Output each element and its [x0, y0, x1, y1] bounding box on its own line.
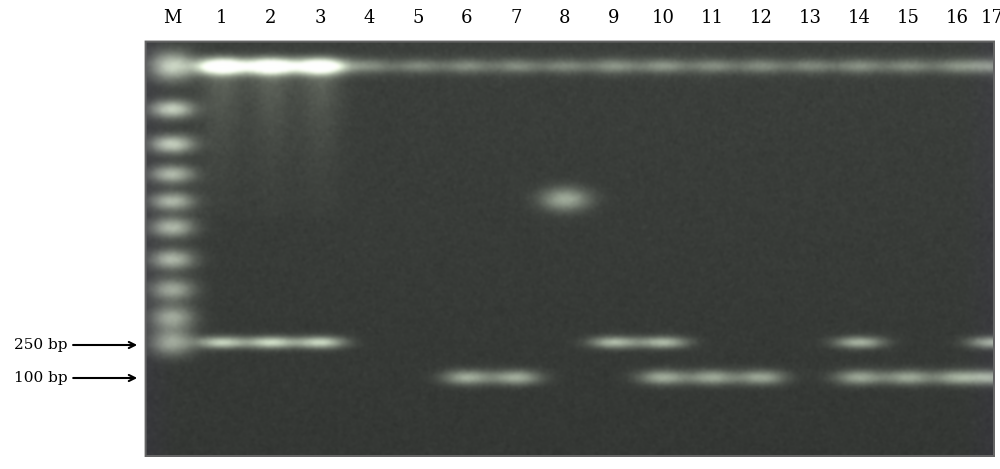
Text: 14: 14 — [848, 9, 870, 27]
Text: 2: 2 — [265, 9, 277, 27]
Text: M: M — [163, 9, 181, 27]
Text: 6: 6 — [461, 9, 473, 27]
Text: 5: 5 — [412, 9, 424, 27]
Text: 4: 4 — [363, 9, 375, 27]
Text: 100 bp: 100 bp — [14, 371, 135, 385]
Text: 13: 13 — [798, 9, 822, 27]
Text: 12: 12 — [750, 9, 772, 27]
Text: 1: 1 — [216, 9, 228, 27]
Text: 15: 15 — [897, 9, 919, 27]
Text: 11: 11 — [700, 9, 724, 27]
Text: 16: 16 — [946, 9, 968, 27]
Text: 9: 9 — [608, 9, 620, 27]
Text: 8: 8 — [559, 9, 571, 27]
Text: 250 bp: 250 bp — [14, 338, 135, 352]
Text: 10: 10 — [652, 9, 674, 27]
Text: 17: 17 — [981, 9, 1000, 27]
Text: 3: 3 — [314, 9, 326, 27]
Text: 7: 7 — [510, 9, 522, 27]
